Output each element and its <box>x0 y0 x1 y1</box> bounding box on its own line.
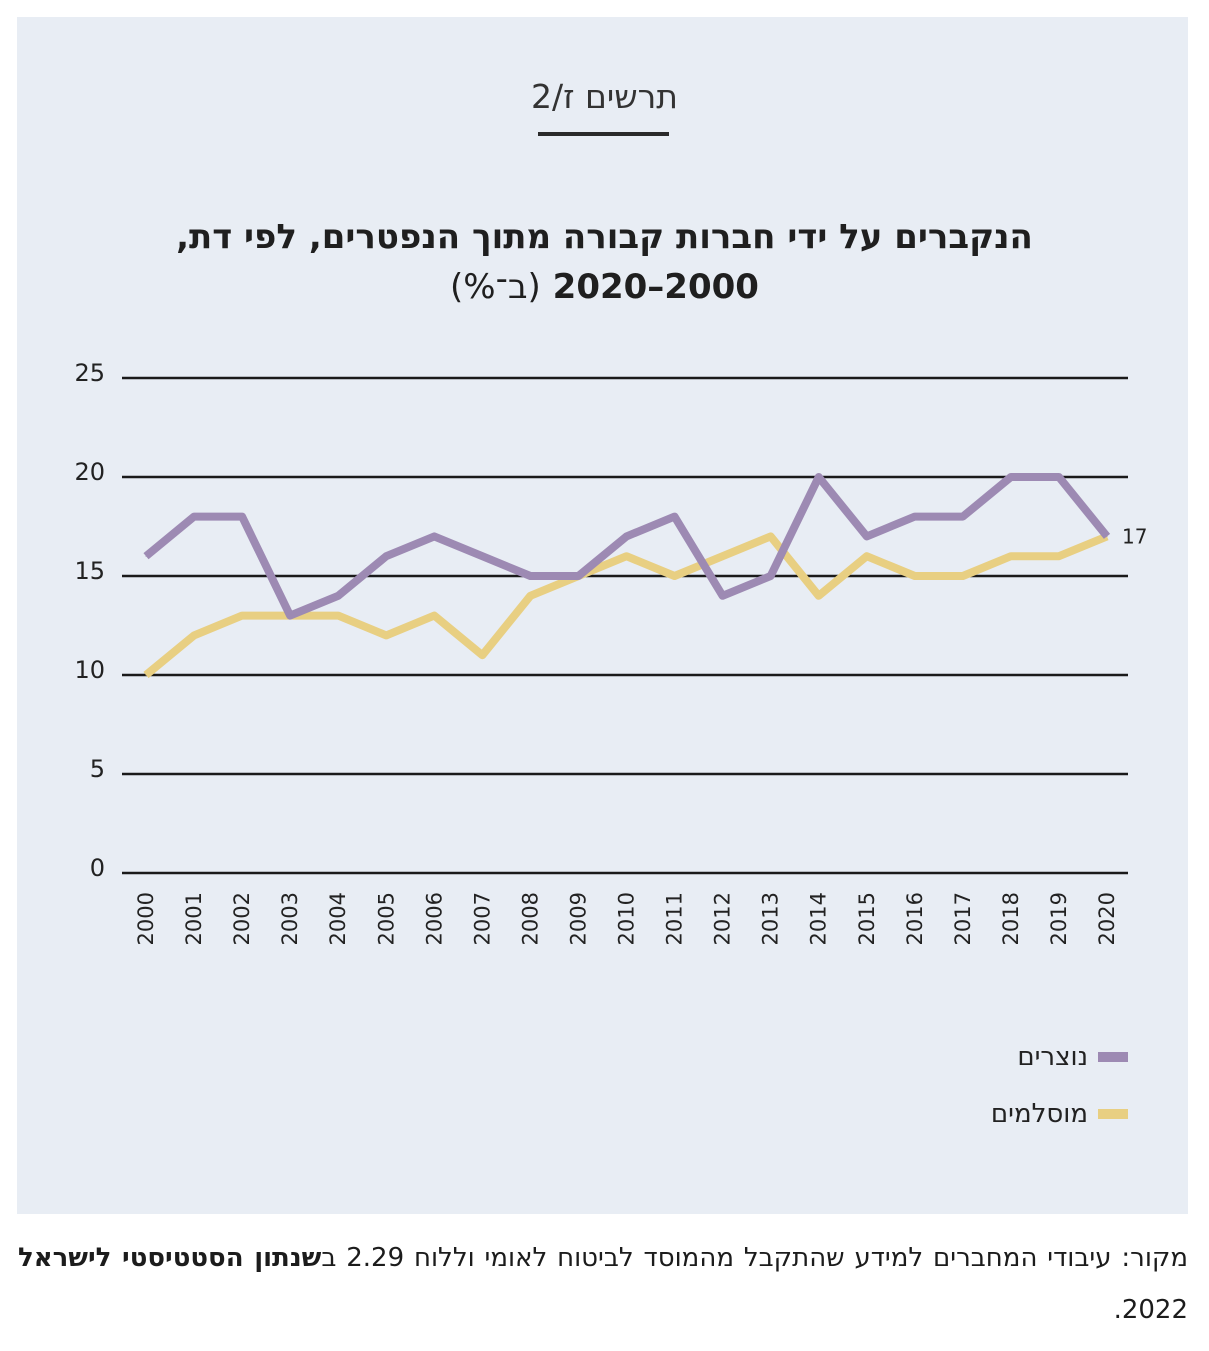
x-tick-label-2011: 2011 <box>663 892 687 945</box>
x-axis-ticks: 2000 2001 2002 2003 2004 2005 2006 2007 2008 2009… <box>134 892 1119 945</box>
x-tick-label-2002: 2002 <box>230 892 254 945</box>
y-tick-label-20: 20 <box>74 458 105 486</box>
data-point-christians-2006 <box>433 535 435 537</box>
data-point-christians-2016 <box>914 516 916 518</box>
x-tick-label-2003: 2003 <box>278 892 302 945</box>
x-tick-label-2018: 2018 <box>999 892 1023 945</box>
series-line-christians <box>143 473 1111 620</box>
source-publication: שנתון הסטטיסטי לישראל <box>18 1243 322 1273</box>
x-tick-label-2013: 2013 <box>759 892 783 945</box>
end-value-label: 17 <box>1122 524 1147 548</box>
data-point-christians-2001 <box>193 516 195 518</box>
source-prefix: מקור: עיבודי המחברים למידע שהתקבל מהמוסד… <box>321 1243 1189 1273</box>
legend-item-christians: נוצרים <box>1017 1042 1128 1072</box>
data-point-muslims-2014 <box>818 595 820 597</box>
data-point-muslims-2016 <box>914 575 916 577</box>
legend-item-muslims: מוסלמים <box>991 1099 1128 1129</box>
data-point-muslims-2011 <box>674 575 676 577</box>
x-tick-label-2007: 2007 <box>470 892 494 945</box>
data-point-christians-2010 <box>626 535 627 537</box>
series-lines <box>143 473 1111 679</box>
chart-panel <box>17 17 1188 1214</box>
data-point-christians-2017 <box>962 516 964 518</box>
data-point-christians-2020 <box>1106 535 1108 537</box>
series-line-muslims <box>143 532 1109 679</box>
chart-title-years: 2000–2020 <box>552 267 759 307</box>
data-point-muslims-2004 <box>337 615 339 617</box>
gridlines <box>122 376 1128 875</box>
x-tick-label-2000: 2000 <box>134 892 158 945</box>
x-tick-label-2015: 2015 <box>855 892 879 945</box>
y-tick-label-25: 25 <box>74 359 105 387</box>
y-tick-label-0: 0 <box>90 854 105 882</box>
x-tick-label-2004: 2004 <box>326 892 350 945</box>
figure-label-underline <box>538 132 669 136</box>
x-tick-label-2009: 2009 <box>566 892 590 945</box>
data-point-muslims-2012 <box>722 555 724 557</box>
chart-title: הנקברים על ידי חברות קבורה מתוך הנפטרים,… <box>0 212 1209 312</box>
data-point-muslims-2001 <box>193 634 195 636</box>
chart-title-line1: הנקברים על ידי חברות קבורה מתוך הנפטרים,… <box>176 217 1033 257</box>
y-tick-label-15: 15 <box>74 557 105 585</box>
x-tick-label-2016: 2016 <box>903 892 927 945</box>
data-point-muslims-2019 <box>1058 555 1060 557</box>
figure-label: תרשים ז/2 <box>530 77 678 116</box>
data-point-christians-2004 <box>337 595 339 597</box>
annotations: 17 <box>1122 524 1147 548</box>
x-tick-label-2006: 2006 <box>422 892 446 945</box>
data-point-christians-2019 <box>1058 476 1060 478</box>
data-point-christians-2013 <box>770 575 772 577</box>
y-tick-label-10: 10 <box>74 656 105 684</box>
x-tick-label-2001: 2001 <box>182 892 206 945</box>
data-point-christians-2007 <box>481 555 483 557</box>
x-tick-label-2014: 2014 <box>807 892 831 945</box>
data-point-christians-2008 <box>529 575 531 577</box>
source-suffix: 2022. <box>1113 1295 1188 1325</box>
legend-swatch-christians <box>1098 1052 1128 1062</box>
data-point-christians-2012 <box>722 595 724 597</box>
x-tick-label-2008: 2008 <box>518 892 542 945</box>
source-note: מקור: עיבודי המחברים למידע שהתקבל מהמוסד… <box>18 1232 1188 1336</box>
x-tick-label-2019: 2019 <box>1047 892 1071 945</box>
x-tick-label-2010: 2010 <box>615 892 639 945</box>
data-point-muslims-2017 <box>962 575 964 577</box>
legend-label-christians: נוצרים <box>1017 1042 1088 1072</box>
data-point-muslims-2015 <box>866 555 868 557</box>
data-point-christians-2018 <box>1010 476 1012 478</box>
data-point-christians-2000 <box>145 555 147 557</box>
y-tick-label-5: 5 <box>90 755 105 783</box>
data-point-christians-2015 <box>866 535 868 537</box>
data-point-muslims-2007 <box>481 654 483 656</box>
data-point-muslims-2000 <box>145 674 147 676</box>
data-point-christians-2002 <box>241 516 243 518</box>
data-point-christians-2011 <box>674 516 676 518</box>
data-point-muslims-2010 <box>626 555 627 557</box>
data-point-muslims-2008 <box>529 595 531 597</box>
data-point-christians-2003 <box>289 615 291 617</box>
chart-title-unit: (ב־%) <box>450 267 541 307</box>
x-tick-label-2005: 2005 <box>374 892 398 945</box>
data-point-muslims-2002 <box>241 615 243 617</box>
data-point-muslims-2006 <box>433 615 435 617</box>
data-point-christians-2005 <box>385 555 387 557</box>
legend-swatch-muslims <box>1098 1109 1128 1119</box>
legend-label-muslims: מוסלמים <box>990 1099 1088 1129</box>
data-point-christians-2009 <box>577 575 579 577</box>
x-tick-label-2017: 2017 <box>951 892 975 945</box>
y-axis-ticks: 0 5 10 15 20 25 <box>74 359 105 882</box>
x-tick-label-2012: 2012 <box>711 892 735 945</box>
data-point-muslims-2013 <box>770 535 772 537</box>
chart-title-line2: 2000–2020 (ב־%) <box>0 262 1209 312</box>
data-point-muslims-2018 <box>1010 555 1012 557</box>
x-tick-label-2020: 2020 <box>1095 892 1119 945</box>
data-point-christians-2014 <box>818 476 820 478</box>
data-point-muslims-2005 <box>385 634 387 636</box>
